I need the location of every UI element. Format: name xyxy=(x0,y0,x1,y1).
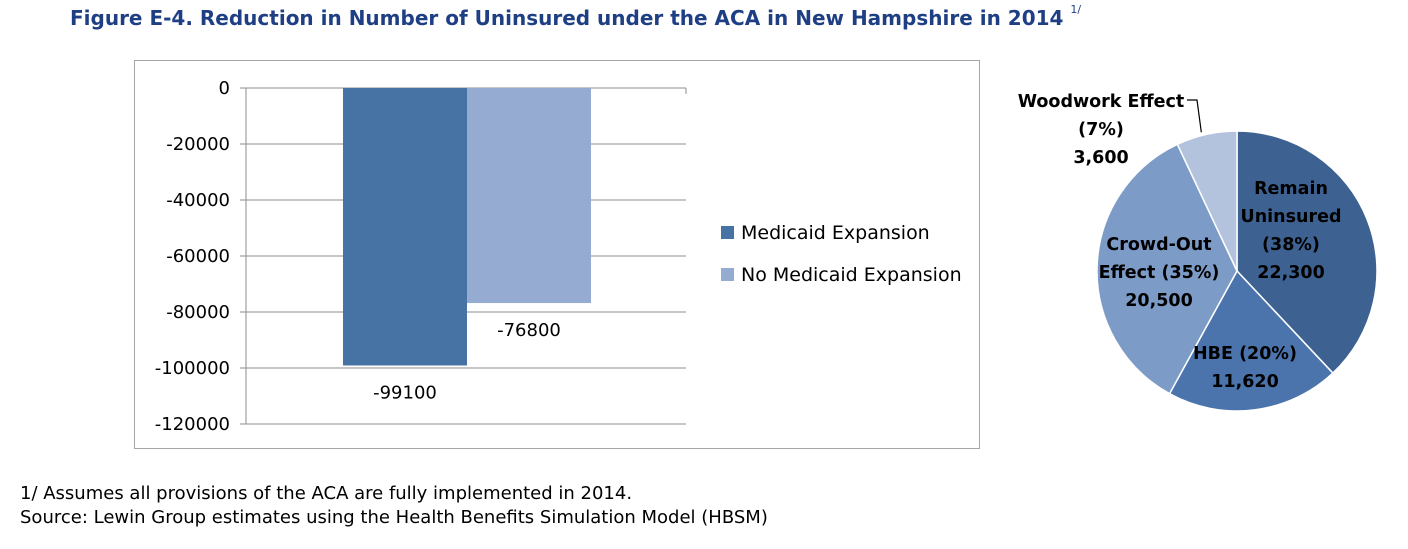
bar-data-label: -76800 xyxy=(497,320,561,341)
y-tick-label: -120000 xyxy=(155,414,230,435)
y-tick-label: -60000 xyxy=(166,246,230,267)
pie-label-line: 3,600 xyxy=(1073,148,1128,168)
y-tick-label: -20000 xyxy=(166,134,230,155)
chart-title: Figure E-4. Reduction in Number of Unins… xyxy=(70,3,1082,30)
pie-label-line: (38%) xyxy=(1262,235,1320,255)
bar-chart-frame xyxy=(134,60,980,449)
legend-swatch xyxy=(721,268,734,281)
footnote-assumption: 1/ Assumes all provisions of the ACA are… xyxy=(20,483,633,504)
footnotes: 1/ Assumes all provisions of the ACA are… xyxy=(20,482,768,530)
pie-label-line: HBE (20%) xyxy=(1193,344,1297,364)
pie-slice-hbe xyxy=(1168,269,1334,412)
pie-slice-remain-uninsured xyxy=(1236,130,1378,375)
pie-label-line: Remain xyxy=(1254,179,1328,199)
pie-label-line: 22,300 xyxy=(1257,263,1325,283)
bar-medicaid-expansion xyxy=(343,88,467,366)
pie-label-line: Crowd-Out xyxy=(1106,235,1211,255)
bar-chart: 0 -20000 -40000 -60000 -80000 -100000 -120000 -… xyxy=(155,78,962,435)
legend-label: Medicaid Expansion xyxy=(741,222,930,244)
bar-no-medicaid-expansion xyxy=(467,88,591,304)
y-tick-label: 0 xyxy=(219,78,230,99)
legend-swatch xyxy=(721,226,734,239)
y-tick-label: -100000 xyxy=(155,358,230,379)
title-footnote-marker: 1/ xyxy=(1070,3,1082,17)
pie-label-line: Uninsured xyxy=(1240,207,1341,227)
pie-leader-line xyxy=(1187,99,1202,133)
pie-slice-crowd-out-effect xyxy=(1096,143,1238,395)
pie-slice-woodwork-effect xyxy=(1176,130,1238,272)
y-tick-label: -40000 xyxy=(166,190,230,211)
bar-data-label: -99100 xyxy=(373,382,437,403)
pie-label-line: 11,620 xyxy=(1211,372,1279,392)
pie-label-line: (7%) xyxy=(1078,120,1124,140)
legend-label: No Medicaid Expansion xyxy=(741,264,962,286)
chart-title-text: Figure E-4. Reduction in Number of Unins… xyxy=(70,6,1064,30)
y-tick-label: -80000 xyxy=(166,302,230,323)
pie-label-line: Woodwork Effect xyxy=(1018,92,1185,112)
pie-label-line: Effect (35%) xyxy=(1099,263,1220,283)
pie-label-line: 20,500 xyxy=(1125,291,1193,311)
footnote-source: Source: Lewin Group estimates using the … xyxy=(20,507,768,528)
